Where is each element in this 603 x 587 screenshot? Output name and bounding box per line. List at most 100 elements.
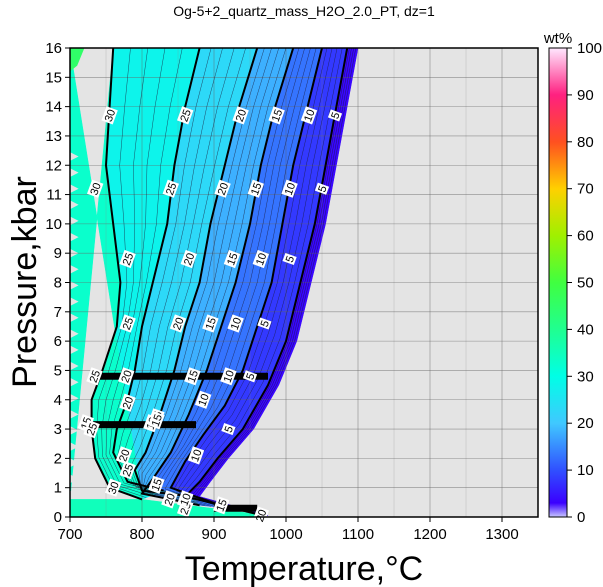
y-tick-label: 0 <box>54 509 62 526</box>
contour-label-text: 10 <box>229 316 244 332</box>
contour-line-20 <box>133 48 259 498</box>
thin-contour <box>105 48 166 495</box>
colorbar-ticks: 0 10 20 30 40 50 60 70 80 90 100 <box>567 40 602 526</box>
contour-label-text: 15 <box>150 477 165 493</box>
y-tick-label: 5 <box>54 362 62 379</box>
y-tick-label: 10 <box>45 216 62 233</box>
contour-label-text: 20 <box>117 448 132 464</box>
x-tick-label: 1000 <box>269 526 302 543</box>
contour-label-text: 10 <box>254 252 269 268</box>
contour-label-text: 15 <box>204 316 219 332</box>
colorbar: 0 10 20 30 40 50 60 70 80 90 100 wt% <box>543 30 602 526</box>
contour-label-bg <box>327 109 343 122</box>
colorbar-tick-label: 50 <box>577 275 594 292</box>
contour-label-text: 20 <box>182 252 197 268</box>
colorbar-tick-label: 20 <box>577 415 594 432</box>
contour-label: 20 <box>119 393 136 412</box>
contour-label-bg <box>300 106 318 125</box>
contour-label: 25 <box>119 249 136 269</box>
contour-label-bg <box>247 179 265 198</box>
nodata-notch <box>70 426 79 435</box>
contour-label: 20 <box>214 179 231 198</box>
contour-label-text: 25 <box>85 422 100 438</box>
contour-label: 10 <box>300 106 318 125</box>
contour-label: 5 <box>282 252 297 266</box>
contour-label-bg <box>257 317 272 330</box>
contour-label: 30 <box>86 179 104 198</box>
contour-label: 10 <box>187 446 205 465</box>
contour-label: 20 <box>115 446 133 465</box>
contour-label: 20 <box>169 314 187 333</box>
colorbar-label: wt% <box>543 30 572 47</box>
contour-label-bg <box>214 179 231 198</box>
thin-contours <box>96 48 357 516</box>
colorbar-tick-label: 80 <box>577 134 594 151</box>
contour-label: 5 <box>314 182 330 195</box>
contour-label-bg <box>148 475 165 494</box>
contour-label-text: 10 <box>222 369 237 385</box>
thin-contour <box>96 48 147 498</box>
thin-contour <box>141 48 280 503</box>
x-axis-label: Temperature,°C <box>185 550 423 587</box>
contour-line-25 <box>112 48 201 492</box>
contour-label: 25 <box>162 179 179 198</box>
contour-label-text: 5 <box>316 184 329 194</box>
nodata-notch <box>70 393 79 403</box>
y-tick-label: 16 <box>45 40 62 57</box>
contour-label: 15 <box>212 496 230 515</box>
nodata-notch <box>70 281 79 290</box>
contour-label-bg <box>119 393 136 412</box>
x-axis-ticks: 700 800 900 1000 1100 1200 1300 <box>57 517 519 543</box>
contour-label-bg <box>117 367 135 386</box>
thin-contour <box>153 48 305 507</box>
contour-label: 10 <box>194 390 212 409</box>
contour-label-text: 20 <box>254 508 269 524</box>
thin-contour <box>109 48 183 493</box>
x-tick-label: 1300 <box>485 526 518 543</box>
y-tick-label: 4 <box>54 392 62 409</box>
thin-contour <box>193 48 354 516</box>
contour-label-text: 10 <box>196 392 211 408</box>
nodata-notch <box>70 329 79 339</box>
thin-contour <box>196 48 357 516</box>
contour-label: 15 <box>202 314 219 333</box>
contour-line-15 <box>140 48 295 507</box>
contour-label-bg <box>104 478 122 497</box>
x-tick-label: 800 <box>129 526 154 543</box>
contour-label-bg <box>220 367 237 386</box>
contour-label-bg <box>242 370 258 383</box>
contour-label-bg <box>252 249 270 269</box>
thin-contour <box>176 48 333 511</box>
contour-label-text: 15 <box>186 369 201 385</box>
y-axis-label: Pressure,kbar <box>6 176 44 388</box>
contour-label-bg <box>119 249 136 269</box>
contour-label: 10 <box>176 490 194 509</box>
nodata-notch <box>70 361 79 371</box>
nodata-notch <box>70 232 79 242</box>
contour-labels: 30 25 20 15 10 530 25 20 15 10 525 20 15 10 525 20 15 10 5… <box>77 106 343 525</box>
contour-label-text: 5 <box>223 425 236 435</box>
contour-label: 20 <box>232 106 249 125</box>
contour-label-text: 20 <box>163 492 178 508</box>
nodata-notch <box>70 216 79 226</box>
contour-label: 5 <box>221 423 236 436</box>
nodata-notch <box>70 152 79 161</box>
y-tick-label: 3 <box>54 421 62 438</box>
contour-label: 20 <box>180 249 197 269</box>
contour-label: 25 <box>176 106 194 125</box>
contour-label: 15 <box>247 179 265 198</box>
contour-label: 25 <box>83 420 100 439</box>
contour-label-bg <box>282 252 297 266</box>
x-tick-label: 900 <box>201 526 226 543</box>
nodata-notch <box>70 474 79 484</box>
contour-label: 20 <box>252 506 269 525</box>
contour-line-10 <box>169 48 323 510</box>
colorbar-tick-label: 100 <box>577 40 602 57</box>
contour-label-text: 10 <box>283 181 298 197</box>
colorbar-tick-label: 30 <box>577 368 594 385</box>
colorbar-tick-label: 40 <box>577 321 594 338</box>
grid-lines <box>70 48 538 517</box>
contour-label-bg <box>314 182 330 195</box>
field-band <box>70 48 85 72</box>
contour-label-bg <box>148 411 165 430</box>
